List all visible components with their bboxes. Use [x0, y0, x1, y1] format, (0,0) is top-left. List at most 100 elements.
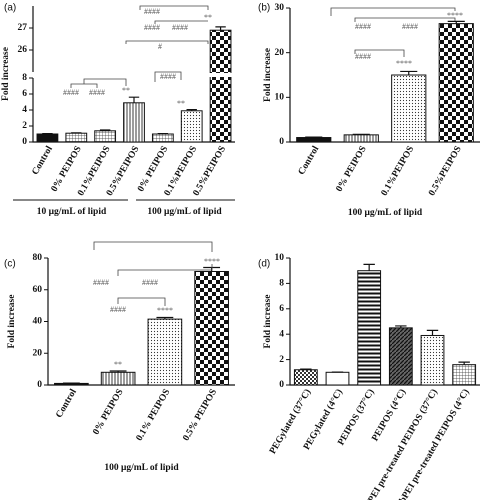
x-axis-label: 100 μg/mL of lipid [348, 208, 423, 218]
bar [388, 327, 413, 386]
y-tick-label: 20 [33, 348, 43, 358]
bracket [154, 71, 182, 82]
y-tick-label: 10 [275, 93, 285, 103]
error-bar [109, 370, 127, 373]
significance-label: #### [110, 305, 126, 314]
panel-label: (b) [258, 3, 270, 14]
x-tick-label: 0.1% PEIPOS [135, 388, 173, 443]
x-tick-label: 0% PEIPOS [335, 145, 369, 194]
error-bar [128, 96, 140, 103]
y-tick-label: 0 [279, 137, 284, 147]
y-tick-label: 0 [279, 380, 284, 390]
y-tick-label: 60 [33, 285, 43, 295]
y-tick-label: 27 [18, 23, 28, 33]
bar [180, 110, 203, 143]
significance-label: #### [355, 52, 371, 61]
bar [123, 102, 145, 143]
y-tick-label: 6 [22, 89, 27, 99]
error-bar [156, 316, 174, 320]
bar [147, 318, 183, 386]
bar [343, 134, 379, 143]
y-tick-label: 4 [279, 329, 284, 339]
error-bar [458, 361, 470, 365]
error-bar [395, 325, 407, 328]
x-tick-label: 0% PEIPOS [91, 388, 125, 437]
significance-label: ** [114, 360, 122, 369]
y-tick-label: 6 [279, 304, 284, 314]
significance-label: #### [63, 88, 79, 97]
bar [420, 334, 445, 386]
y-tick-label: 8 [279, 279, 284, 289]
panel-label: (c) [4, 259, 16, 270]
significance-label: #### [402, 22, 418, 31]
y-tick-label: 20 [275, 48, 285, 58]
bar [194, 270, 229, 386]
error-bar [400, 70, 418, 75]
bar [391, 74, 427, 143]
x-tick-label: 0% PEIPOS [136, 145, 170, 194]
significance-label: **** [396, 59, 412, 68]
bar [325, 371, 350, 386]
bar [151, 133, 174, 143]
y-axis-label: Fold increase [263, 48, 273, 102]
significance-label: #### [144, 23, 160, 32]
bracket [139, 5, 209, 10]
axis-break [27, 73, 235, 77]
x-tick-label: 0.1%PEIPOS [380, 145, 417, 198]
bracket [93, 241, 213, 252]
y-tick-label: 2 [22, 121, 27, 131]
bracket [354, 17, 456, 22]
bracket [83, 78, 127, 86]
bar [36, 133, 59, 143]
significance-label: #### [355, 22, 371, 31]
bracket [125, 40, 209, 44]
bar [438, 23, 474, 143]
significance-label: # [158, 42, 162, 51]
y-axis-label: Fold increase [263, 295, 273, 349]
x-tick-label: 0.5% PEIPOS [181, 388, 219, 443]
y-tick-label: 0 [22, 137, 27, 147]
error-bar [300, 368, 312, 370]
error-bar [426, 329, 439, 336]
x-tick-label: Control [31, 144, 56, 177]
panel-label: (d) [258, 259, 270, 270]
significance-label: **** [157, 306, 173, 315]
bracket [330, 7, 456, 16]
significance-label: **** [204, 257, 220, 266]
x-tick-label: 0% PEIPOS [50, 145, 84, 194]
y-axis-label: Fold increase [1, 47, 11, 101]
x-tick-label: 0.5%PEIPOS [427, 145, 464, 198]
bar [65, 132, 88, 143]
significance-label: #### [93, 278, 109, 287]
y-tick-label: 2 [279, 355, 284, 365]
significance-label: #### [160, 72, 176, 81]
significance-label: #### [142, 278, 158, 287]
bar [100, 371, 136, 386]
axis [289, 258, 480, 386]
x-tick-label: PEIPOS (4°C) [370, 387, 409, 443]
bracket [117, 264, 213, 276]
bracket [154, 20, 208, 24]
y-tick-label: 26 [18, 45, 28, 55]
panel-label: (a) [4, 3, 16, 14]
bar [452, 364, 477, 386]
x-tick-label: Control [297, 144, 322, 177]
bracket [117, 297, 166, 306]
y-tick-label: 10 [275, 253, 285, 263]
error-bar [186, 109, 197, 111]
significance-label: #### [172, 23, 188, 32]
y-tick-label: 40 [33, 317, 43, 327]
significance-label: #### [89, 88, 105, 97]
error-bar [363, 263, 375, 271]
significance-label: ** [122, 86, 130, 95]
y-axis-label: Fold increase [7, 295, 17, 349]
bar [293, 369, 318, 386]
x-tick-label: Control [54, 387, 79, 420]
bar [296, 137, 332, 143]
bar [357, 270, 382, 386]
significance-label: **** [447, 11, 463, 20]
bar [94, 130, 117, 143]
bar [209, 29, 232, 143]
x-axis-label: 100 μg/mL of lipid [104, 463, 179, 473]
